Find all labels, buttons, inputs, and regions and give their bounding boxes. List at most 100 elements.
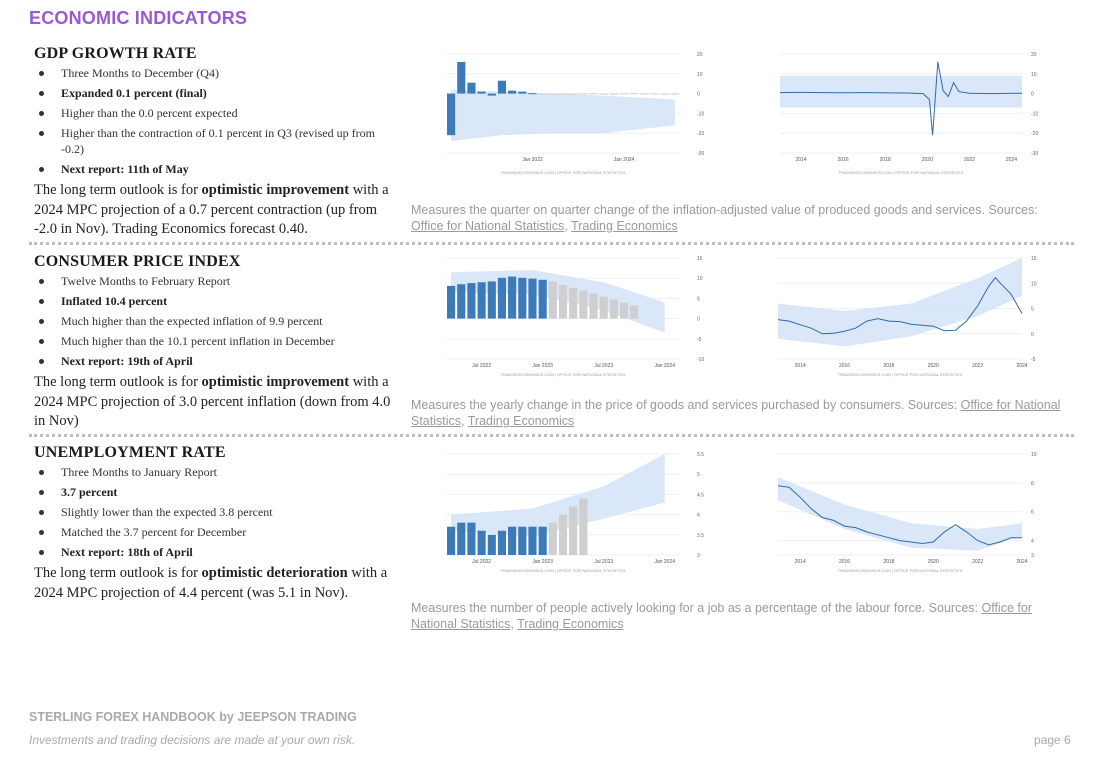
- gdp-heading: GDP GROWTH RATE: [34, 45, 197, 62]
- y-tick-label: 10: [1031, 72, 1037, 78]
- unemp-source-te-link[interactable]: Trading Economics: [517, 617, 624, 631]
- unemp-bullet-period: Three Months to January Report: [34, 464, 394, 480]
- unemp-outlook-pre: The long term outlook is for: [34, 565, 202, 581]
- x-tick-label: 2024: [1016, 559, 1027, 565]
- y-tick-label: 8: [1031, 481, 1034, 487]
- forecast-bar: [569, 506, 578, 555]
- x-tick-label: 2020: [928, 363, 939, 369]
- gdp-bullet-period: Three Months to December (Q4): [34, 65, 394, 81]
- y-tick-label: 15: [1031, 256, 1037, 262]
- unemp-outlook-post: with a 2024 MPC projection of 4.4 percen…: [34, 565, 388, 601]
- y-tick-label: 6: [1031, 510, 1034, 516]
- cpi-source-te-link[interactable]: Trading Economics: [467, 414, 575, 428]
- chart-credit: TRADINGECONOMICS.COM | OFFICE FOR NATION…: [838, 568, 963, 573]
- data-bar: [538, 526, 547, 555]
- data-bar: [518, 277, 527, 319]
- unemp-bullet-expected: Slightly lower than the expected 3.8 per…: [34, 504, 394, 520]
- data-bar: [447, 93, 456, 136]
- x-tick-label: 2022: [972, 363, 983, 369]
- x-tick-label: 2016: [839, 363, 850, 369]
- data-bar: [477, 282, 486, 319]
- forecast-band: [778, 477, 1022, 551]
- forecast-bar: [640, 93, 649, 95]
- data-bar: [528, 93, 537, 95]
- gdp-outlook-pre: The long term outlook is for: [34, 182, 202, 198]
- y-tick-label: 10: [697, 276, 703, 282]
- y-tick-label: 0: [1031, 92, 1034, 98]
- cpi-short-svg: 15 10 5 0 -5 -10 Jul 2022 Jan 2023 Jul 2023 Jan 2…: [446, 256, 704, 377]
- x-tick-label: 2016: [838, 157, 849, 163]
- x-tick-label: 2018: [883, 559, 894, 565]
- forecast-bar: [599, 93, 608, 95]
- unemp-bullets: Three Months to January Report 3.7 perce…: [34, 464, 394, 560]
- y-tick-label: -20: [1031, 131, 1038, 137]
- forecast-bar: [569, 93, 578, 95]
- forecast-bar: [599, 296, 608, 319]
- x-tick-label: 2014: [795, 559, 806, 565]
- y-tick-label: 3: [697, 553, 700, 559]
- unemp-source-ons-link[interactable]: Office for National Statistics: [411, 601, 1032, 631]
- cpi-long-chart: 15 10 5 0 -5 2014 2016 2018 2020 2022 2024 TRADINGE…: [774, 252, 1039, 380]
- cpi-bullet-result: Inflated 10.4 percent: [34, 293, 394, 309]
- unemp-bullet-previous: Matched the 3.7 percent for December: [34, 524, 394, 540]
- gdp-source-te-link[interactable]: Trading Economics: [571, 219, 678, 233]
- gdp-short-chart: 20 10 0 -10 -20 -30 Jan 2022 Jan 2024 TRADINGECO…: [440, 48, 705, 178]
- cpi-bullets: Twelve Months to February Report Inflate…: [34, 273, 394, 369]
- forecast-band: [451, 89, 675, 142]
- x-tick-label: 2020: [922, 157, 933, 163]
- y-tick-label: 0: [1031, 332, 1034, 338]
- gdp-text-column: GDP GROWTH RATE Three Months to December…: [34, 44, 394, 240]
- unemp-outlook-bold: optimistic deterioration: [201, 565, 348, 581]
- chart-credit: TRADINGECONOMICS.COM | OFFICE FOR NATION…: [501, 170, 626, 175]
- unemp-long-svg: 10 8 6 4 3 2014 2016 2018 2020 2022 2024 TRADINGECO…: [777, 452, 1037, 573]
- data-bar: [497, 277, 507, 319]
- unemp-heading: UNEMPLOYMENT RATE: [34, 444, 226, 461]
- cpi-text-column: CONSUMER PRICE INDEX Twelve Months to Fe…: [34, 252, 394, 432]
- x-tick-label: Jan 2022: [522, 157, 543, 163]
- x-tick-label: Jan 2023: [532, 363, 553, 369]
- cpi-bullet-next-report: Next report: 19th of April: [34, 353, 394, 369]
- y-tick-label: -5: [697, 337, 702, 343]
- y-tick-label: 20: [1031, 52, 1037, 58]
- unemp-bullet-result: 3.7 percent: [34, 484, 394, 500]
- data-bar: [447, 285, 456, 319]
- x-tick-label: Jan 2023: [532, 559, 553, 565]
- forecast-bar: [650, 93, 659, 95]
- y-tick-label: -10: [1031, 111, 1038, 117]
- forecast-bar: [630, 93, 639, 95]
- x-tick-label: Jul 2023: [594, 559, 613, 565]
- forecast-bar: [670, 93, 679, 95]
- y-tick-label: 10: [1031, 452, 1037, 458]
- y-tick-label: 5.5: [697, 452, 704, 458]
- gdp-bullet-previous: Higher than the contraction of 0.1 perce…: [34, 125, 394, 157]
- cpi-outlook: The long term outlook is for optimistic …: [34, 373, 394, 432]
- data-bar: [457, 522, 466, 555]
- data-bar: [528, 278, 537, 319]
- forecast-bar: [660, 93, 669, 95]
- data-bar: [487, 534, 496, 555]
- cpi-source-ons-link[interactable]: Office for National Statistics: [411, 398, 1061, 428]
- forecast-bar: [579, 93, 588, 95]
- x-tick-label: 2016: [839, 559, 850, 565]
- cpi-outlook-post: with a 2024 MPC projection of 3.0 percen…: [34, 374, 391, 429]
- forecast-bar: [569, 287, 578, 319]
- data-bar: [457, 61, 466, 94]
- x-tick-label: Jan 2024: [654, 559, 675, 565]
- y-tick-label: -5: [1031, 357, 1036, 363]
- gdp-outlook-post: with a 2024 MPC projection of a 0.7 perc…: [34, 182, 389, 237]
- forecast-bar: [558, 93, 568, 95]
- gdp-source-ons-link[interactable]: Office for National Statistics: [411, 219, 565, 233]
- cpi-bullet-expected: Much higher than the expected inflation …: [34, 313, 394, 329]
- cpi-source-sep: ,: [461, 414, 468, 428]
- x-tick-label: Jan 2024: [614, 157, 635, 163]
- page-number: page 6: [1034, 733, 1071, 747]
- forecast-bar: [548, 93, 557, 95]
- forecast-bar: [548, 281, 557, 319]
- section-divider: [29, 434, 1074, 437]
- forecast-bar: [579, 498, 588, 555]
- y-tick-label: 4: [1031, 539, 1034, 545]
- cpi-bullet-previous: Much higher than the 10.1 percent inflat…: [34, 333, 394, 349]
- cpi-outlook-pre: The long term outlook is for: [34, 374, 202, 390]
- forecast-bar: [619, 302, 629, 319]
- y-tick-label: -30: [1031, 151, 1038, 157]
